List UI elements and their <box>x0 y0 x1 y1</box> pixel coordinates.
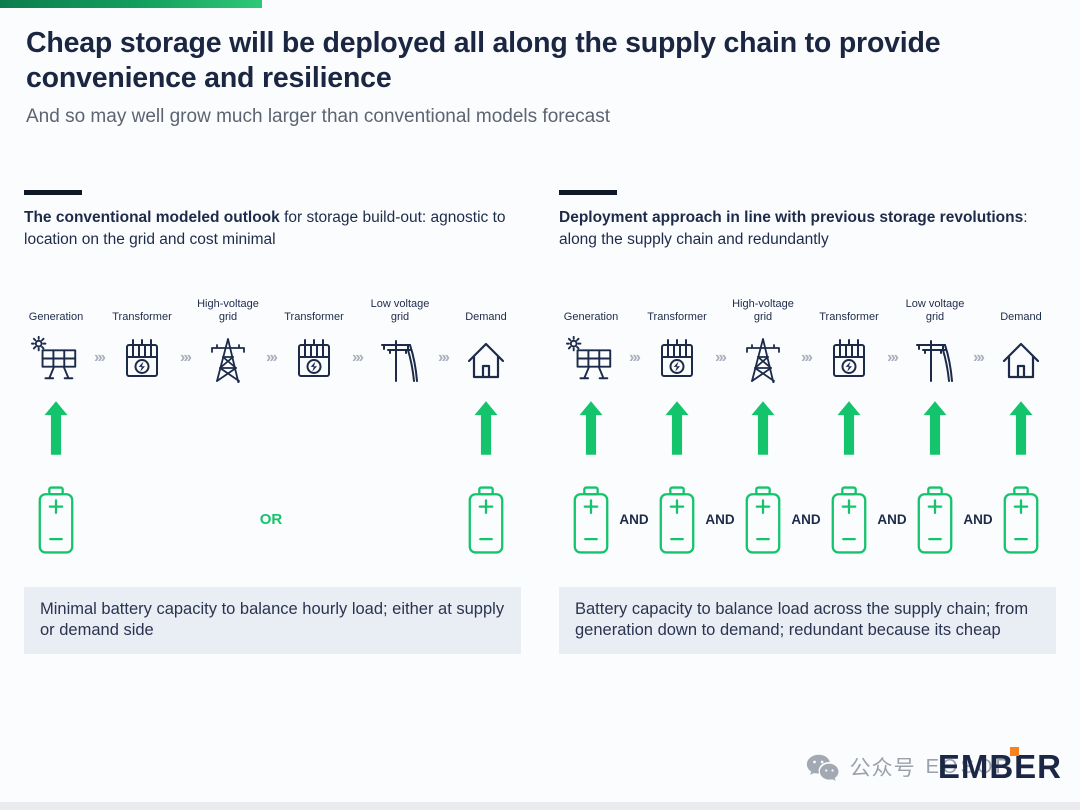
or-label: OR <box>259 511 283 529</box>
stage-label-transformer: Transformer <box>284 311 344 324</box>
panel-supply-chain: Deployment approach in line with previou… <box>559 189 1056 655</box>
utility-pole-icon <box>375 335 425 383</box>
stage-label-low-voltage-grid: Low voltage grid <box>370 298 430 324</box>
panel-heading-bold: Deployment approach in line with previou… <box>559 208 1024 226</box>
chevron-right-icon: ››› <box>629 348 641 366</box>
transformer-icon <box>652 335 702 383</box>
arrows-row <box>24 399 521 457</box>
chevron-right-icon: ››› <box>438 348 450 366</box>
battery-icon <box>828 484 870 556</box>
chevron-right-icon: ››› <box>352 348 364 366</box>
panel-heading: Deployment approach in line with previou… <box>559 207 1056 251</box>
solar-panel-icon <box>31 335 81 383</box>
supply-chain-icons-row: ››› ››› ››› ››› ››› <box>559 332 1056 386</box>
caption-box-supply-chain: Battery capacity to balance load across … <box>559 586 1056 655</box>
bottom-edge-strip <box>0 802 1080 810</box>
battery-icon <box>35 484 77 556</box>
watermark-text: 公众号 <box>849 757 916 780</box>
house-icon <box>461 335 511 383</box>
panel-heading-rest: for storage build-out: agnostic to locat… <box>24 208 506 248</box>
up-arrow-icon <box>474 400 498 456</box>
battery-icon <box>914 484 956 556</box>
stage-label-low-voltage-grid: Low voltage grid <box>905 298 965 324</box>
up-arrow-icon <box>751 400 775 456</box>
battery-icon <box>1000 484 1042 556</box>
up-arrow-icon <box>923 400 947 456</box>
caption-box-conventional: Minimal battery capacity to balance hour… <box>24 586 521 655</box>
stage-label-demand: Demand <box>465 311 507 324</box>
utility-pole-icon <box>910 335 960 383</box>
supply-chain-diagram: Generation Transformer High-voltage grid… <box>559 293 1056 557</box>
page-title: Cheap storage will be deployed all along… <box>26 27 941 94</box>
transformer-icon <box>117 335 167 383</box>
supply-chain-diagram: Generation Transformer High-voltage grid… <box>24 293 521 557</box>
stage-labels-row: Generation Transformer High-voltage grid… <box>559 293 1056 325</box>
header: Cheap storage will be deployed all along… <box>0 0 1080 128</box>
chevron-right-icon: ››› <box>973 348 985 366</box>
up-arrow-icon <box>665 400 689 456</box>
ember-logo-square <box>1009 747 1019 756</box>
and-label: AND <box>877 512 907 528</box>
chevron-right-icon: ››› <box>266 348 278 366</box>
up-arrow-icon <box>1009 400 1033 456</box>
chevron-right-icon: ››› <box>887 348 899 366</box>
chevron-right-icon: ››› <box>715 348 727 366</box>
stage-label-transformer: Transformer <box>647 311 707 324</box>
stage-label-high-voltage-grid: High-voltage grid <box>732 298 794 324</box>
and-label: AND <box>705 512 735 528</box>
stage-labels-row: Generation Transformer High-voltage grid… <box>24 293 521 325</box>
watermark-name: EOSOP <box>925 755 1012 778</box>
and-label: AND <box>619 512 649 528</box>
battery-icon <box>742 484 784 556</box>
ember-logo: EMBER <box>937 747 1062 786</box>
panel-heading-rest: : along the supply chain and redundantly <box>559 208 1028 248</box>
transformer-icon <box>824 335 874 383</box>
wechat-icon <box>806 753 840 782</box>
transmission-tower-icon <box>203 335 253 383</box>
top-accent-bar <box>0 0 262 8</box>
chevron-right-icon: ››› <box>94 348 106 366</box>
chevron-right-icon: ››› <box>180 348 192 366</box>
stage-label-transformer: Transformer <box>819 311 879 324</box>
stage-label-generation: Generation <box>563 311 619 324</box>
up-arrow-icon <box>579 400 603 456</box>
house-icon <box>996 335 1046 383</box>
battery-icon <box>656 484 698 556</box>
stage-label-demand: Demand <box>1000 311 1042 324</box>
transformer-icon <box>289 335 339 383</box>
solar-panel-icon <box>566 335 616 383</box>
panel-heading-bold: The conventional modeled outlook <box>24 208 280 226</box>
ember-logo-text: EMBER <box>937 748 1062 785</box>
and-label: AND <box>963 512 993 528</box>
battery-row: OR <box>24 483 521 557</box>
panel-heading: The conventional modeled outlook for sto… <box>24 207 521 251</box>
up-arrow-icon <box>837 400 861 456</box>
supply-chain-icons-row: ››› ››› ››› ››› ››› <box>24 332 521 386</box>
stage-label-high-voltage-grid: High-voltage grid <box>197 298 259 324</box>
heading-accent-bar <box>559 189 617 195</box>
arrows-row <box>559 399 1056 457</box>
up-arrow-icon <box>44 400 68 456</box>
battery-icon <box>465 484 507 556</box>
battery-row: AND AND AND AND AND <box>559 483 1056 557</box>
chevron-right-icon: ››› <box>801 348 813 366</box>
footer: 公众号 EOSOP EMBER <box>806 747 1062 786</box>
panel-conventional: The conventional modeled outlook for sto… <box>24 189 521 655</box>
page-subtitle: And so may well grow much larger than co… <box>26 105 611 127</box>
stage-label-transformer: Transformer <box>112 311 172 324</box>
and-label: AND <box>791 512 821 528</box>
stage-label-generation: Generation <box>28 311 84 324</box>
transmission-tower-icon <box>738 335 788 383</box>
panels-container: The conventional modeled outlook for sto… <box>0 189 1080 655</box>
heading-accent-bar <box>24 189 82 195</box>
battery-icon <box>570 484 612 556</box>
